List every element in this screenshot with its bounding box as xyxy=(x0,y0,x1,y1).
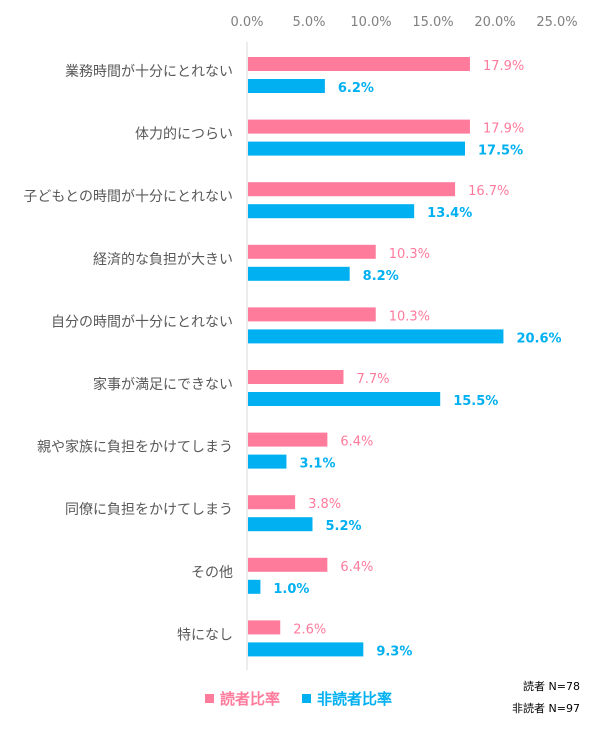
data-label-non-readers: 17.5% xyxy=(478,144,523,159)
category-label: 自分の時間が十分にとれない xyxy=(51,314,233,330)
non-readers-count-note: 非読者 N=97 xyxy=(512,702,580,715)
bar-non-readers xyxy=(248,141,465,156)
category-label: その他 xyxy=(191,565,233,581)
legend-label-non-readers: 非読者比率 xyxy=(317,690,393,708)
data-label-readers: 3.8% xyxy=(308,497,341,512)
category-label: 親や家族に負担をかけてしまう xyxy=(37,439,233,456)
bar-readers xyxy=(248,557,328,572)
x-tick-label: 5.0% xyxy=(292,15,325,30)
data-label-non-readers: 1.0% xyxy=(273,582,309,597)
legend-swatch-non-readers xyxy=(302,694,312,703)
bar-readers xyxy=(248,432,328,447)
data-label-non-readers: 20.6% xyxy=(516,331,561,346)
category-labels: 業務時間が十分にとれない体力的につらい子どもとの時間が十分にとれない経済的な負担… xyxy=(23,64,233,643)
bar-readers xyxy=(248,370,344,384)
bar-non-readers xyxy=(248,517,313,532)
data-label-readers: 16.7% xyxy=(468,184,509,199)
data-label-non-readers: 6.2% xyxy=(338,81,374,96)
x-axis-ticks: 0.0% 5.0% 10.0% 15.0% 20.0% 25.0% xyxy=(230,15,577,30)
bar-readers xyxy=(248,620,281,635)
bar-chart: 0.0% 5.0% 10.0% 15.0% 20.0% 25.0% 業務時間が十分にとれな… xyxy=(23,15,578,670)
data-label-readers: 7.7% xyxy=(356,372,389,387)
data-label-readers: 17.9% xyxy=(483,59,524,74)
data-label-non-readers: 9.3% xyxy=(376,644,412,659)
bar-non-readers xyxy=(248,579,261,594)
data-labels: 17.9% 6.2% 17.9% 17.5% 16.7% 13.4% 10.3% 8.2% 10… xyxy=(273,59,561,659)
legend-item-non-readers: 非読者比率 xyxy=(302,688,392,709)
data-label-readers: 6.4% xyxy=(340,560,373,575)
legend-swatch-readers xyxy=(205,694,214,703)
x-tick-label: 25.0% xyxy=(536,15,577,30)
data-label-readers: 10.3% xyxy=(389,309,430,324)
bar-readers xyxy=(248,495,296,510)
bar-non-readers xyxy=(248,329,504,344)
legend-label-readers: 読者比率 xyxy=(220,690,281,708)
bar-non-readers xyxy=(248,79,325,93)
data-label-non-readers: 8.2% xyxy=(363,269,399,284)
x-tick-label: 15.0% xyxy=(412,15,453,30)
category-label: 子どもとの時間が十分にとれない xyxy=(23,189,233,205)
bar-readers xyxy=(248,57,470,71)
x-tick-label: 20.0% xyxy=(474,15,515,30)
data-label-readers: 6.4% xyxy=(340,435,373,450)
x-tick-label: 10.0% xyxy=(350,15,391,30)
bar-readers xyxy=(248,244,376,259)
readers-count-note: 読者 N=78 xyxy=(523,680,580,693)
bar-non-readers xyxy=(248,454,287,469)
bar-non-readers xyxy=(248,266,350,281)
category-label: 経済的な負担が大きい xyxy=(93,252,233,268)
bars xyxy=(248,57,504,657)
bar-readers xyxy=(248,307,376,322)
data-label-non-readers: 5.2% xyxy=(325,519,361,534)
category-label: 家事が満足にできない xyxy=(93,376,233,393)
legend: 読者比率 非読者比率 xyxy=(205,688,392,709)
category-label: 業務時間が十分にとれない xyxy=(65,64,233,80)
category-label: 体力的につらい xyxy=(135,127,233,143)
bar-readers xyxy=(248,182,456,197)
data-label-readers: 17.9% xyxy=(483,122,524,137)
bar-non-readers xyxy=(248,204,415,219)
data-label-non-readers: 15.5% xyxy=(453,394,498,409)
data-label-readers: 2.6% xyxy=(293,622,326,637)
data-label-non-readers: 13.4% xyxy=(427,206,472,221)
data-label-readers: 10.3% xyxy=(389,247,430,262)
x-tick-label: 0.0% xyxy=(230,15,263,30)
bar-non-readers xyxy=(248,642,364,657)
bar-readers xyxy=(248,119,470,134)
category-label: 特になし xyxy=(177,627,233,643)
bar-non-readers xyxy=(248,392,441,406)
category-label: 同僚に負担をかけてしまう xyxy=(65,502,233,518)
data-label-non-readers: 3.1% xyxy=(299,457,335,472)
legend-item-readers: 読者比率 xyxy=(205,688,280,709)
